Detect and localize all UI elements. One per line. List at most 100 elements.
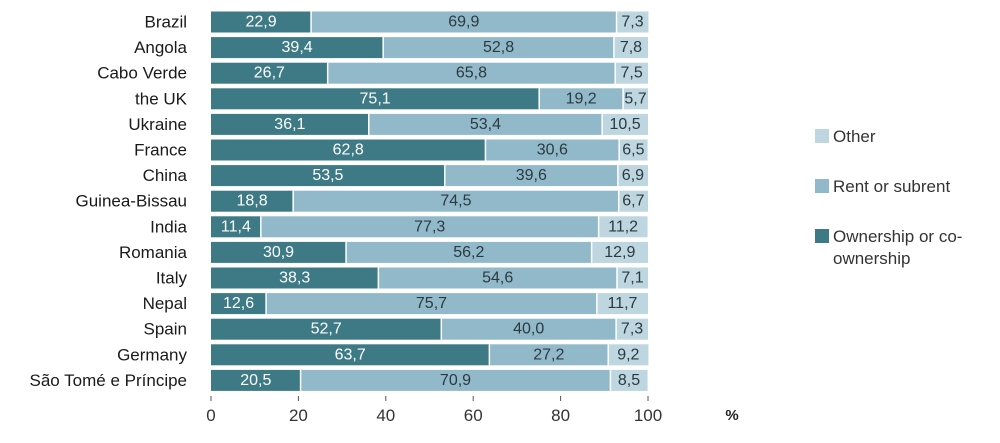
data-label: 9,2 — [617, 346, 639, 363]
bar-segment — [211, 293, 267, 315]
data-label: 62,8 — [333, 142, 364, 159]
bar-segment — [211, 62, 328, 84]
data-label: 56,2 — [453, 244, 484, 261]
category-labels: Brazil Angola Cabo Verde the UK Ukraine Franc… — [30, 13, 188, 390]
data-label: 6,5 — [622, 142, 644, 159]
data-label: 11,4 — [221, 218, 251, 235]
legend: Other Rent or subrent Ownership or co-owne… — [815, 127, 962, 268]
x-axis: % 0 20 40 60 80 100 — [206, 396, 739, 425]
data-label: 40,0 — [513, 321, 544, 338]
category-label: Angola — [134, 38, 187, 57]
data-label: 6,7 — [622, 193, 644, 210]
x-tick-label: 100 — [634, 406, 662, 425]
bar-segment — [444, 165, 618, 187]
legend-label: Other — [833, 127, 876, 146]
data-label: 30,9 — [263, 244, 294, 261]
bar-segment — [619, 139, 648, 161]
bar-segment — [211, 318, 442, 340]
data-label: 53,4 — [470, 116, 501, 133]
data-label: 19,2 — [566, 90, 597, 107]
data-label: 6,9 — [622, 167, 644, 184]
bar-segment — [211, 88, 540, 110]
bar-segment — [613, 37, 648, 59]
data-label: 54,6 — [482, 270, 513, 287]
category-label: Ukraine — [128, 115, 187, 134]
data-label: 39,6 — [516, 167, 547, 184]
bar-segment — [211, 37, 384, 59]
data-label: 30,6 — [537, 142, 568, 159]
data-label: 75,7 — [416, 295, 447, 312]
data-label: 65,8 — [456, 65, 487, 82]
data-label: 27,2 — [533, 346, 564, 363]
bar-segment — [368, 113, 603, 135]
data-label: 26,7 — [254, 65, 285, 82]
legend-swatch — [815, 179, 829, 193]
category-label: Italy — [156, 269, 188, 288]
data-label: 22,9 — [245, 14, 276, 31]
bars-group: 22,9 69,9 7,3 39,4 52,8 7,8 26,7 65,8 7,5 75,1 19,… — [211, 11, 649, 391]
x-tick-label: 40 — [376, 406, 395, 425]
data-label: 77,3 — [414, 218, 445, 235]
bar-segment — [615, 62, 648, 84]
data-label: 5,7 — [624, 90, 646, 107]
category-label: India — [150, 217, 187, 236]
data-label: 53,5 — [312, 167, 343, 184]
category-label: Germany — [117, 345, 187, 364]
data-label: 18,8 — [237, 193, 268, 210]
data-label: 52,8 — [483, 39, 514, 56]
category-label: Brazil — [144, 13, 187, 32]
bar-segment — [610, 369, 648, 391]
bar-segment — [211, 113, 369, 135]
category-label: France — [134, 141, 187, 160]
category-label: the UK — [135, 89, 188, 108]
bar-segment — [293, 190, 619, 212]
bar-segment — [591, 241, 648, 263]
bar-segment — [608, 344, 649, 366]
legend-swatch — [815, 229, 829, 243]
data-label: 11,2 — [608, 218, 638, 235]
data-label: 69,9 — [448, 14, 479, 31]
bar-segment — [598, 216, 648, 238]
bar-segment — [266, 293, 597, 315]
bar-segment — [300, 369, 611, 391]
category-label: São Tomé e Príncipe — [30, 371, 188, 390]
bar-segment — [346, 241, 592, 263]
data-label: 7,3 — [621, 14, 643, 31]
bar-segment — [539, 88, 624, 110]
bar-segment — [616, 267, 648, 289]
bar-segment — [616, 11, 649, 33]
data-label: 8,5 — [618, 372, 640, 389]
x-tick-label: 60 — [464, 406, 483, 425]
bar-segment — [260, 216, 599, 238]
x-axis-unit-label: % — [725, 407, 738, 424]
bar-segment — [618, 190, 648, 212]
data-label: 20,5 — [240, 372, 271, 389]
x-tick-label: 80 — [551, 406, 570, 425]
data-label: 10,5 — [609, 116, 640, 133]
data-label: 75,1 — [360, 90, 391, 107]
bar-segment — [211, 369, 301, 391]
category-label: Spain — [144, 320, 187, 339]
bar-segment — [211, 165, 445, 187]
category-label: China — [143, 166, 188, 185]
x-tick-label: 0 — [206, 406, 215, 425]
bar-segment — [596, 293, 648, 315]
bar-segment — [211, 11, 312, 33]
bar-segment — [623, 88, 648, 110]
data-label: 70,9 — [440, 372, 471, 389]
data-label: 39,4 — [282, 39, 313, 56]
data-label: 63,7 — [335, 346, 366, 363]
bar-segment — [211, 344, 490, 366]
data-label: 12,6 — [223, 295, 254, 312]
data-label: 12,9 — [604, 244, 635, 261]
bar-segment — [489, 344, 609, 366]
category-label: Cabo Verde — [97, 64, 187, 83]
bar-segment — [602, 113, 648, 135]
bar-segment — [383, 37, 614, 59]
category-label: Romania — [119, 243, 188, 262]
bar-segment — [211, 241, 347, 263]
data-label: 7,3 — [621, 321, 643, 338]
bar-segment — [211, 267, 379, 289]
x-tick-label: 20 — [289, 406, 308, 425]
